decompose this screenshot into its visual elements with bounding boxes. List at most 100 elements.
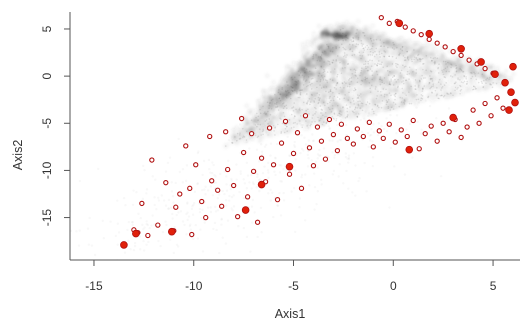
data-point-solid: [120, 241, 128, 249]
data-point: [418, 31, 424, 38]
data-point: [354, 126, 361, 132]
data-point: [199, 198, 205, 205]
data-point-solid: [449, 113, 457, 122]
data-point-solid: [509, 62, 517, 71]
x-axis-title: Axis1: [275, 307, 306, 321]
data-point: [386, 121, 392, 127]
y-axis-ticks: 5 0 -5 -10 -15: [40, 25, 70, 226]
data-point: [250, 168, 257, 175]
y-tick-label: -5: [40, 118, 54, 129]
data-point-solid: [511, 98, 519, 107]
data-point: [402, 24, 408, 30]
data-point: [207, 133, 213, 140]
x-tick-label: 0: [390, 279, 397, 293]
data-point: [290, 150, 297, 157]
data-point: [434, 40, 440, 46]
data-point: [350, 141, 357, 147]
data-point: [225, 166, 231, 173]
data-point: [466, 57, 472, 63]
data-point: [416, 146, 422, 152]
data-point: [238, 115, 245, 122]
data-point-solid: [491, 70, 499, 79]
data-point: [302, 113, 309, 119]
data-point-solid: [132, 229, 140, 238]
data-point: [155, 222, 161, 228]
data-point: [482, 65, 488, 72]
data-point: [428, 123, 434, 129]
data-point: [173, 204, 179, 210]
data-point: [338, 121, 345, 127]
data-point: [310, 163, 317, 169]
data-point: [203, 214, 209, 221]
data-point: [219, 203, 225, 209]
data-point: [488, 113, 494, 119]
data-point: [326, 116, 333, 123]
data-point-solid: [505, 106, 513, 114]
data-point: [244, 194, 251, 200]
data-point-solid: [167, 227, 176, 236]
data-point: [500, 105, 506, 111]
data-point: [334, 147, 341, 154]
data-point: [163, 180, 169, 186]
data-point: [458, 134, 464, 141]
data-point: [231, 182, 237, 189]
data-point: [266, 125, 273, 131]
data-point: [370, 144, 376, 150]
data-point-solid: [285, 162, 294, 171]
data-point: [450, 48, 456, 55]
data-point: [248, 130, 255, 137]
data-point: [476, 120, 482, 126]
data-point: [282, 118, 289, 125]
data-point: [440, 120, 446, 126]
data-point: [442, 44, 448, 50]
data-point: [187, 185, 193, 191]
data-point: [386, 20, 392, 26]
data-point: [360, 133, 367, 140]
data-point: [145, 232, 151, 239]
data-point-solid: [425, 29, 434, 38]
data-point: [366, 119, 372, 125]
data-point: [223, 129, 229, 135]
data-point: [314, 124, 321, 130]
data-point-solid: [241, 206, 250, 214]
data-point: [240, 149, 247, 156]
data-point: [183, 143, 189, 149]
data-point: [149, 157, 155, 163]
data-point: [434, 138, 440, 144]
data-point-solid: [501, 78, 509, 87]
data-point: [258, 155, 265, 161]
y-tick-label: -10: [40, 161, 54, 179]
data-point-solid: [257, 180, 266, 189]
data-point: [410, 28, 416, 34]
data-point: [322, 156, 329, 162]
data-point: [410, 117, 416, 124]
data-point: [398, 127, 404, 133]
x-tick-label: -15: [85, 279, 103, 293]
highlighted-points: [120, 15, 519, 249]
data-point: [294, 130, 301, 136]
data-point: [426, 36, 432, 42]
data-point: [422, 130, 428, 137]
y-tick-label: 5: [40, 25, 54, 32]
data-point-solid: [405, 145, 414, 154]
data-point: [344, 135, 351, 142]
data-point: [234, 213, 241, 220]
x-tick-label: -10: [185, 279, 203, 293]
data-point: [464, 124, 470, 130]
data-point-solid: [457, 44, 465, 53]
data-point: [215, 187, 221, 193]
x-tick-label: -5: [288, 279, 299, 293]
data-point-solid: [507, 88, 515, 96]
data-point: [306, 145, 313, 151]
data-point: [177, 191, 183, 197]
data-point: [209, 178, 215, 184]
data-point: [392, 139, 398, 145]
x-axis-ticks: -15 -10 -5 0 5: [85, 260, 497, 293]
data-point: [318, 138, 325, 144]
point-density-cloud: [224, 19, 516, 147]
data-point: [189, 231, 195, 238]
data-point: [482, 100, 488, 107]
data-point: [298, 185, 305, 191]
data-point: [330, 131, 337, 138]
